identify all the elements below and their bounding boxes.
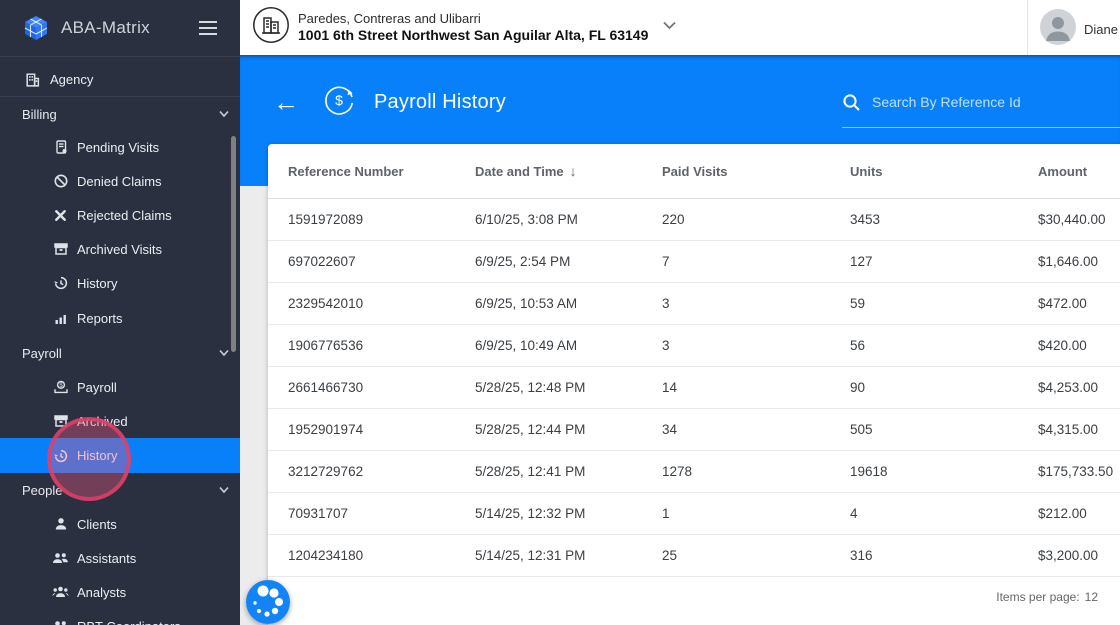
sidebar-section-people[interactable]: People [0, 473, 240, 507]
app-logo-bar: ABA-Matrix [0, 0, 240, 57]
table-row[interactable]: 70931707 5/14/25, 12:32 PM 1 4 $212.00 [268, 493, 1120, 535]
chevron-down-icon [219, 486, 229, 494]
table-row[interactable]: 2329542010 6/9/25, 10:53 AM 3 59 $472.00 [268, 283, 1120, 325]
agency-selector[interactable]: Paredes, Contreras and Ulibarri 1001 6th… [252, 6, 677, 49]
sidebar-item-label: Archived Visits [77, 241, 163, 257]
sidebar-item-clients[interactable]: Clients [0, 507, 240, 541]
sidebar-divider [0, 96, 240, 97]
user-menu[interactable]: Diane C [1040, 9, 1120, 50]
sidebar-item-label: Assistants [77, 550, 137, 566]
chevron-down-icon [219, 110, 229, 118]
rejected-icon [52, 208, 69, 223]
sidebar-item-reports[interactable]: Reports [0, 301, 240, 335]
app-logo-cube-icon [22, 14, 50, 42]
search-icon [842, 93, 861, 112]
sidebar-item-payroll-history-selected[interactable]: History [0, 438, 240, 473]
building-icon [24, 71, 41, 88]
sidebar-item-label: History [77, 448, 118, 463]
denied-icon [52, 173, 69, 189]
sidebar-item-denied-claims[interactable]: Denied Claims 63 [0, 164, 240, 198]
search-field [842, 77, 1120, 128]
payroll-history-table-card: Reference Number Date and Time ↓ Paid Vi… [268, 144, 1120, 625]
items-per-page-label: Items per page: [996, 590, 1080, 604]
search-input[interactable] [870, 93, 1104, 111]
user-name: Diane C [1084, 22, 1120, 37]
sidebar-section-payroll[interactable]: Payroll [0, 336, 240, 370]
svg-text:$: $ [59, 383, 63, 389]
floating-widget-button[interactable] [246, 580, 290, 624]
group-icon [52, 584, 69, 600]
agency-address: 1001 6th Street Northwest San Aguilar Al… [298, 26, 649, 43]
sidebar-item-rejected-claims[interactable]: Rejected Claims 4 [0, 198, 240, 232]
sidebar-item-label: History [77, 275, 118, 291]
col-amount[interactable]: Amount [1038, 163, 1088, 179]
sidebar-item-billing-history[interactable]: History [0, 266, 240, 300]
sidebar-section-billing[interactable]: Billing [0, 97, 240, 131]
table-row[interactable]: 1952901974 5/28/25, 12:44 PM 34 505 $4,315.0… [268, 409, 1120, 451]
svg-text:$: $ [335, 92, 343, 108]
col-date-and-time[interactable]: Date and Time ↓ [475, 163, 577, 179]
table-row[interactable]: 3212729762 5/28/25, 12:41 PM 1278 19618 $175… [268, 451, 1120, 493]
sidebar-item-analysts[interactable]: Analysts [0, 575, 240, 609]
archive-icon [52, 241, 69, 257]
col-paid-visits[interactable]: Paid Visits [662, 163, 728, 179]
bar-chart-icon [52, 310, 69, 326]
sidebar-item-assistants[interactable]: Assistants [0, 541, 240, 575]
app-title: ABA-Matrix [61, 18, 150, 37]
archive-icon [52, 413, 69, 429]
sidebar-item-label: Payroll [77, 379, 117, 395]
agency-name: Paredes, Contreras and Ulibarri [298, 10, 481, 26]
sidebar-item-label: Agency [50, 71, 94, 87]
col-reference-number[interactable]: Reference Number [288, 163, 404, 179]
sidebar-item-label: Reports [77, 310, 123, 326]
table-row[interactable]: 1906776536 6/9/25, 10:49 AM 3 56 $420.00 [268, 325, 1120, 367]
sort-desc-icon: ↓ [569, 163, 577, 179]
topbar-divider [1027, 0, 1028, 55]
sidebar-item-payroll-archived[interactable]: Archived [0, 404, 240, 438]
sidebar-item-rbt-coordinators[interactable]: RBT Coordinators [0, 609, 240, 625]
sidebar-item-label: Archived [77, 413, 128, 429]
sidebar: ABA-Matrix Agency Bil [0, 0, 240, 625]
people-icon [52, 618, 69, 625]
sidebar-item-label: Analysts [77, 584, 127, 600]
sidebar-item-pending-visits[interactable]: Pending Visits [0, 130, 240, 164]
avatar [1040, 9, 1076, 50]
sidebar-scrollbar[interactable] [231, 136, 236, 352]
section-label: People [22, 482, 63, 498]
back-button[interactable]: ← [273, 87, 299, 117]
sidebar-item-agency[interactable]: Agency [0, 62, 240, 96]
table-row[interactable]: 697022607 6/9/25, 2:54 PM 7 127 $1,646.00 [268, 241, 1120, 283]
page-title: Payroll History [374, 90, 506, 113]
paginator: Items per page: 12 [268, 577, 1120, 617]
pending-visits-icon [52, 139, 69, 155]
payroll-history-icon: $ [321, 82, 357, 123]
history-icon [52, 275, 69, 291]
history-icon [52, 448, 69, 464]
payroll-dollar-icon: $ [52, 379, 69, 395]
sidebar-item-label: Clients [77, 516, 117, 532]
sidebar-item-label: Rejected Claims [77, 207, 172, 223]
chevron-down-icon [662, 18, 677, 37]
col-units[interactable]: Units [850, 163, 883, 179]
section-label: Payroll [22, 345, 62, 361]
table-row[interactable]: 1204234180 5/14/25, 12:31 PM 25 316 $3,200.0… [268, 535, 1120, 577]
chevron-down-icon [219, 349, 229, 357]
topbar: Paredes, Contreras and Ulibarri 1001 6th… [240, 0, 1120, 55]
person-icon [52, 516, 69, 532]
section-label: Billing [22, 106, 57, 122]
people-icon [52, 550, 69, 566]
sidebar-item-label: Denied Claims [77, 173, 162, 189]
sidebar-item-label: Pending Visits [77, 139, 160, 155]
agency-building-icon [252, 6, 290, 49]
sidebar-item-payroll[interactable]: $ Payroll [0, 370, 240, 404]
table-header: Reference Number Date and Time ↓ Paid Vi… [268, 144, 1120, 199]
table-row[interactable]: 1591972089 6/10/25, 3:08 PM 220 3453 $30,440… [268, 199, 1120, 241]
items-per-page-value[interactable]: 12 [1084, 590, 1098, 604]
sidebar-item-archived-visits[interactable]: Archived Visits [0, 232, 240, 266]
menu-icon[interactable] [198, 20, 218, 41]
table-row[interactable]: 2661466730 5/28/25, 12:48 PM 14 90 $4,253.00 [268, 367, 1120, 409]
sidebar-item-label: RBT Coordinators [77, 619, 181, 625]
